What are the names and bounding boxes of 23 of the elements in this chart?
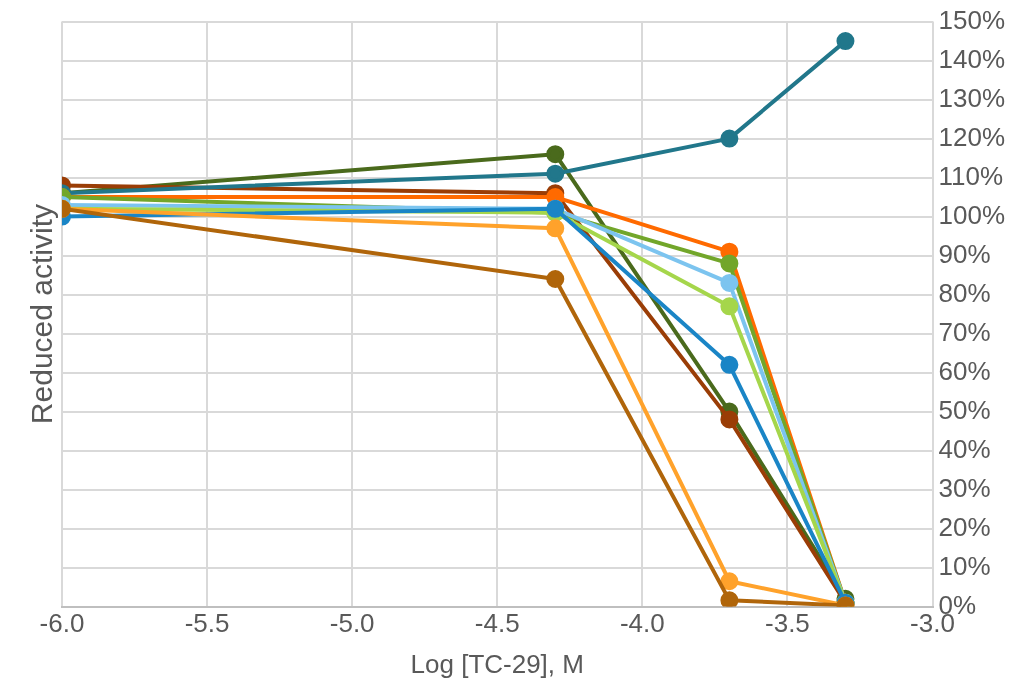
x-axis-title: Log [TC-29], M — [410, 648, 584, 679]
y-tick-label: 130% — [938, 82, 1005, 113]
x-tick-label: -3.5 — [765, 608, 810, 639]
y-tick-label: 20% — [938, 511, 991, 542]
x-tick-label: -4.0 — [619, 608, 665, 639]
y-tick-label: 50% — [938, 394, 991, 425]
y-tick-label: 70% — [938, 316, 991, 347]
y-tick-label: 10% — [938, 550, 991, 581]
y-tick-label: 120% — [938, 121, 1005, 152]
y-tick-label: 90% — [938, 238, 991, 269]
y-tick-label: 80% — [938, 277, 991, 308]
y-tick-label: 40% — [938, 433, 991, 464]
y-tick-label: 150% — [938, 4, 1005, 35]
y-axis-title: Reduced activity — [25, 204, 59, 425]
y-tick-label: 140% — [938, 43, 1005, 74]
y-tick-label: 100% — [938, 199, 1005, 230]
y-tick-label: 60% — [938, 355, 991, 386]
x-tick-label: -5.5 — [184, 608, 230, 639]
x-tick-label: -6.0 — [39, 608, 85, 639]
x-tick-label: -5.0 — [329, 608, 375, 639]
x-tick-label: -4.5 — [474, 608, 520, 639]
y-tick-label: 30% — [938, 472, 991, 503]
y-tick-label: 110% — [938, 160, 1004, 191]
